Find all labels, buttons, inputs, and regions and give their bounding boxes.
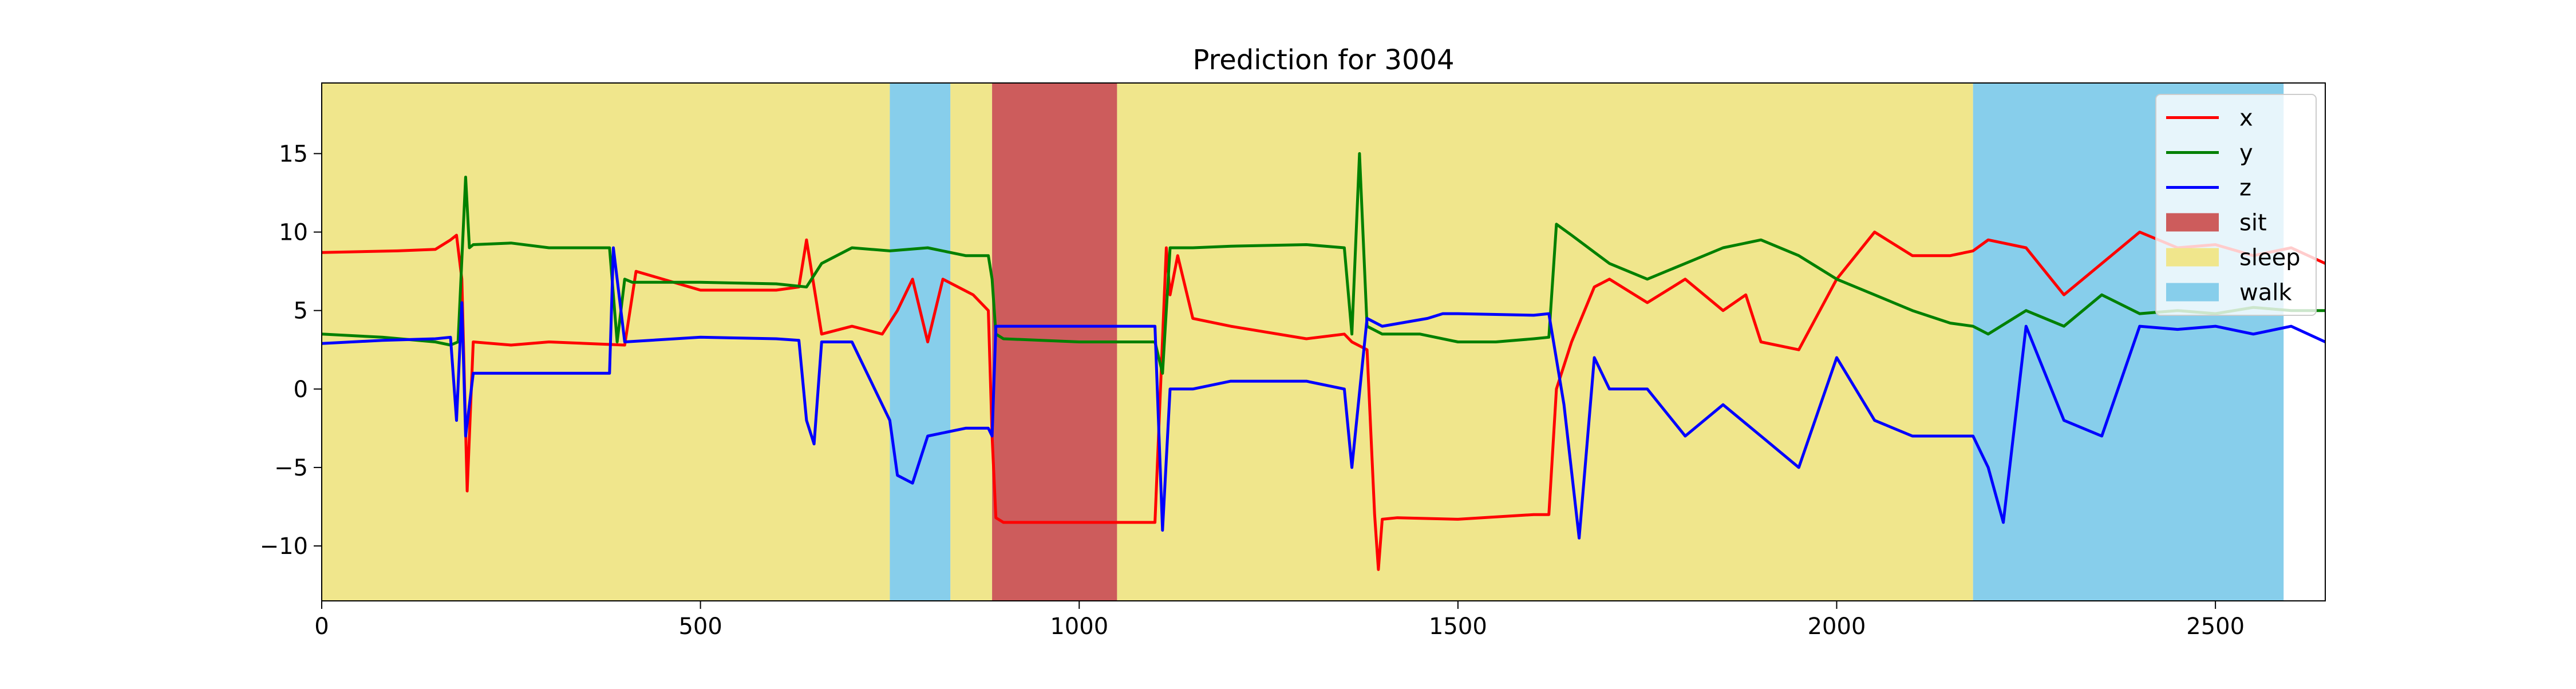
series-lines [321, 152, 2326, 571]
series-line-x [321, 231, 2326, 571]
series-line-y [321, 152, 2325, 375]
region-sleep-0 [322, 83, 890, 601]
y-axis: −10 −5 0 5 10 15 [260, 141, 322, 560]
x-tick-label: 2500 [2186, 613, 2245, 640]
legend-label-y: y [2239, 140, 2253, 167]
y-tick-label: 15 [279, 141, 308, 167]
x-tick-label: 2000 [1808, 613, 1866, 640]
y-tick-label: 0 [294, 377, 308, 403]
x-tick-label: 500 [678, 613, 722, 640]
legend-label-z: z [2239, 175, 2251, 201]
legend-swatch-walk [2166, 283, 2219, 302]
legend-box [2155, 94, 2317, 316]
plot-frame [321, 82, 2326, 601]
x-tick-label: 0 [314, 613, 329, 640]
region-sleep-4 [1117, 83, 1973, 601]
x-tick-label: 1500 [1429, 613, 1487, 640]
legend-label-sleep: sleep [2239, 245, 2301, 271]
series-line-z [321, 246, 2326, 540]
y-tick-label: 5 [294, 298, 308, 324]
y-tick-label: −5 [274, 455, 308, 481]
chart-title: Prediction for 3004 [1192, 44, 1454, 76]
legend: xyz sit sleep walk [2155, 94, 2317, 316]
y-tick-label: −10 [260, 533, 308, 560]
y-tick-label: 10 [279, 220, 308, 246]
legend-label-sit: sit [2239, 210, 2267, 236]
legend-label-x: x [2239, 105, 2253, 132]
x-axis: 0 500 1000 1500 2000 2500 [314, 601, 2245, 640]
x-tick-label: 1000 [1050, 613, 1108, 640]
region-sleep-2 [950, 83, 993, 601]
legend-swatch-sit [2166, 213, 2219, 232]
legend-label-walk: walk [2239, 280, 2292, 306]
legend-swatch-sleep [2166, 248, 2219, 267]
region-walk-1 [890, 83, 951, 601]
